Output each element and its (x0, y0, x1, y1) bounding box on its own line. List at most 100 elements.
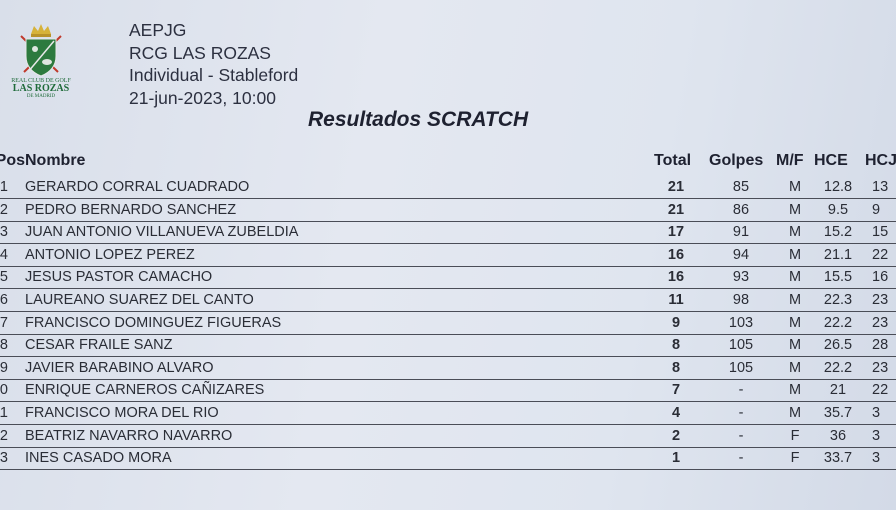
cell-hce: 21.1 (823, 246, 853, 263)
competition-format: Individual - Stableford (129, 65, 299, 85)
cell-golpes: 103 (728, 314, 754, 331)
col-header-hcj: HCJ (865, 152, 896, 169)
competition-datetime: 21-jun-2023, 10:00 (129, 87, 276, 108)
cell-golpes: 93 (732, 269, 750, 286)
cell-mf: M (788, 179, 802, 195)
cell-total: 21 (667, 201, 685, 218)
cell-hcj: 23 (872, 314, 889, 331)
cell-total: 9 (671, 314, 681, 331)
cell-mf: M (788, 246, 802, 263)
cell-pos: 9 (0, 359, 8, 376)
cell-pos: 1 (0, 179, 8, 195)
cell-total: 11 (668, 292, 684, 308)
cell-pos: 8 (0, 337, 8, 354)
cell-hce: 21 (829, 382, 847, 399)
cell-golpes: - (738, 405, 744, 421)
col-header-total: Total (654, 152, 692, 169)
cell-name: ENRIQUE CARNEROS CAÑIZARES (25, 382, 265, 399)
organization: AEPJG (129, 20, 187, 40)
page-title: Resultados SCRATCH (308, 108, 529, 131)
cell-hcj: 28 (872, 337, 889, 354)
club-crest-icon (20, 24, 62, 77)
cell-total: 17 (667, 224, 685, 241)
cell-total: 16 (667, 269, 685, 286)
logo-line-1: REAL CLUB DE GOLF (11, 78, 71, 84)
col-header-hce: HCE (814, 152, 848, 169)
cell-name: CESAR FRAILE SANZ (25, 337, 173, 354)
club-logo: REAL CLUB DE GOLF LAS ROZAS DE MADRID (6, 22, 76, 110)
table-row: 12 BEATRIZ NAVARRO NAVARRO 2 - F 36 3 (0, 425, 896, 448)
cell-pos: 13 (0, 450, 8, 467)
cell-mf: M (788, 224, 802, 241)
cell-name: FRANCISCO DOMINGUEZ FIGUERAS (25, 314, 282, 331)
cell-pos: 3 (0, 224, 8, 241)
cell-total: 7 (671, 382, 681, 399)
cell-hce: 22.2 (823, 359, 853, 376)
logo-line-2: LAS ROZAS (12, 83, 70, 94)
table-row: 3 JUAN ANTONIO VILLANUEVA ZUBELDIA 17 91 M 15… (0, 221, 896, 245)
cell-mf: F (790, 427, 800, 444)
cell-hce: 22.2 (823, 314, 853, 331)
table-row: 7 FRANCISCO DOMINGUEZ FIGUERAS 9 103 M 22.2 23 (0, 312, 896, 335)
cell-hcj: 9 (872, 201, 881, 218)
cell-hce: 26.5 (823, 337, 853, 354)
cell-golpes: 85 (732, 179, 750, 195)
cell-hcj: 22 (872, 382, 889, 399)
cell-total: 1 (671, 450, 681, 467)
cell-pos: 11 (0, 405, 8, 421)
table-row: 9 JAVIER BARABINO ALVARO 8 105 M 22.2 23 (0, 357, 896, 380)
cell-golpes: 98 (732, 292, 750, 308)
cell-pos: 10 (0, 382, 8, 399)
cell-hcj: 15 (872, 224, 889, 241)
cell-pos: 7 (0, 314, 8, 331)
table-row: 11 FRANCISCO MORA DEL RIO 4 - M 35.7 3 (0, 402, 896, 425)
cell-total: 8 (671, 337, 681, 354)
table-row: 2 PEDRO BERNARDO SANCHEZ 21 86 M 9.5 9 (0, 199, 896, 222)
cell-hcj: 23 (872, 292, 889, 308)
cell-total: 2 (671, 427, 681, 444)
cell-name: JESUS PASTOR CAMACHO (25, 269, 213, 286)
cell-mf: M (788, 314, 802, 331)
cell-golpes: 105 (728, 337, 754, 354)
cell-pos: 2 (0, 201, 8, 218)
cell-name: INES CASADO MORA (25, 450, 172, 467)
cell-golpes: - (738, 427, 744, 444)
table-row: 6 LAUREANO SUAREZ DEL CANTO 11 98 M 22.3 23 (0, 289, 896, 312)
cell-hcj: 3 (872, 405, 881, 421)
cell-name: JUAN ANTONIO VILLANUEVA ZUBELDIA (25, 224, 299, 241)
cell-hce: 15.2 (823, 224, 853, 241)
cell-name: JAVIER BARABINO ALVARO (25, 359, 214, 376)
table-row: 8 CESAR FRAILE SANZ 8 105 M 26.5 28 (0, 334, 896, 358)
table-row: 4 ANTONIO LOPEZ PEREZ 16 94 M 21.1 22 (0, 244, 896, 267)
cell-hcj: 3 (872, 450, 881, 467)
table-row: 5 JESUS PASTOR CAMACHO 16 93 M 15.5 16 (0, 266, 896, 290)
cell-name: FRANCISCO MORA DEL RIO (25, 405, 219, 421)
cell-mf: M (788, 269, 802, 286)
logo-line-3: DE MADRID (26, 94, 56, 99)
col-header-golpes: Golpes (709, 152, 764, 169)
cell-hce: 36 (829, 427, 847, 444)
cell-pos: 4 (0, 246, 8, 263)
cell-name: BEATRIZ NAVARRO NAVARRO (25, 427, 233, 444)
document-header: AEPJG RCG LAS ROZAS Individual - Stablef… (129, 19, 298, 109)
cell-name: LAUREANO SUAREZ DEL CANTO (25, 292, 254, 308)
table-row: 1 GERARDO CORRAL CUADRADO 21 85 M 12.8 13 (0, 176, 896, 199)
col-header-mf: M/F (776, 152, 804, 169)
cell-pos: 6 (0, 292, 8, 308)
cell-total: 21 (667, 179, 685, 195)
cell-mf: M (788, 337, 802, 354)
cell-hcj: 23 (872, 359, 889, 376)
cell-golpes: 86 (732, 201, 750, 218)
cell-hce: 12.8 (823, 179, 853, 195)
cell-hce: 22.3 (823, 292, 853, 308)
cell-golpes: 94 (732, 246, 750, 263)
cell-pos: 12 (0, 427, 8, 444)
cell-hce: 15.5 (823, 269, 853, 286)
cell-hce: 9.5 (827, 201, 849, 218)
col-header-name: Nombre (25, 152, 86, 169)
cell-golpes: - (738, 450, 744, 467)
cell-total: 16 (667, 246, 685, 263)
cell-hce: 33.7 (823, 450, 853, 467)
cell-mf: M (788, 405, 802, 421)
cell-hcj: 3 (872, 427, 881, 444)
